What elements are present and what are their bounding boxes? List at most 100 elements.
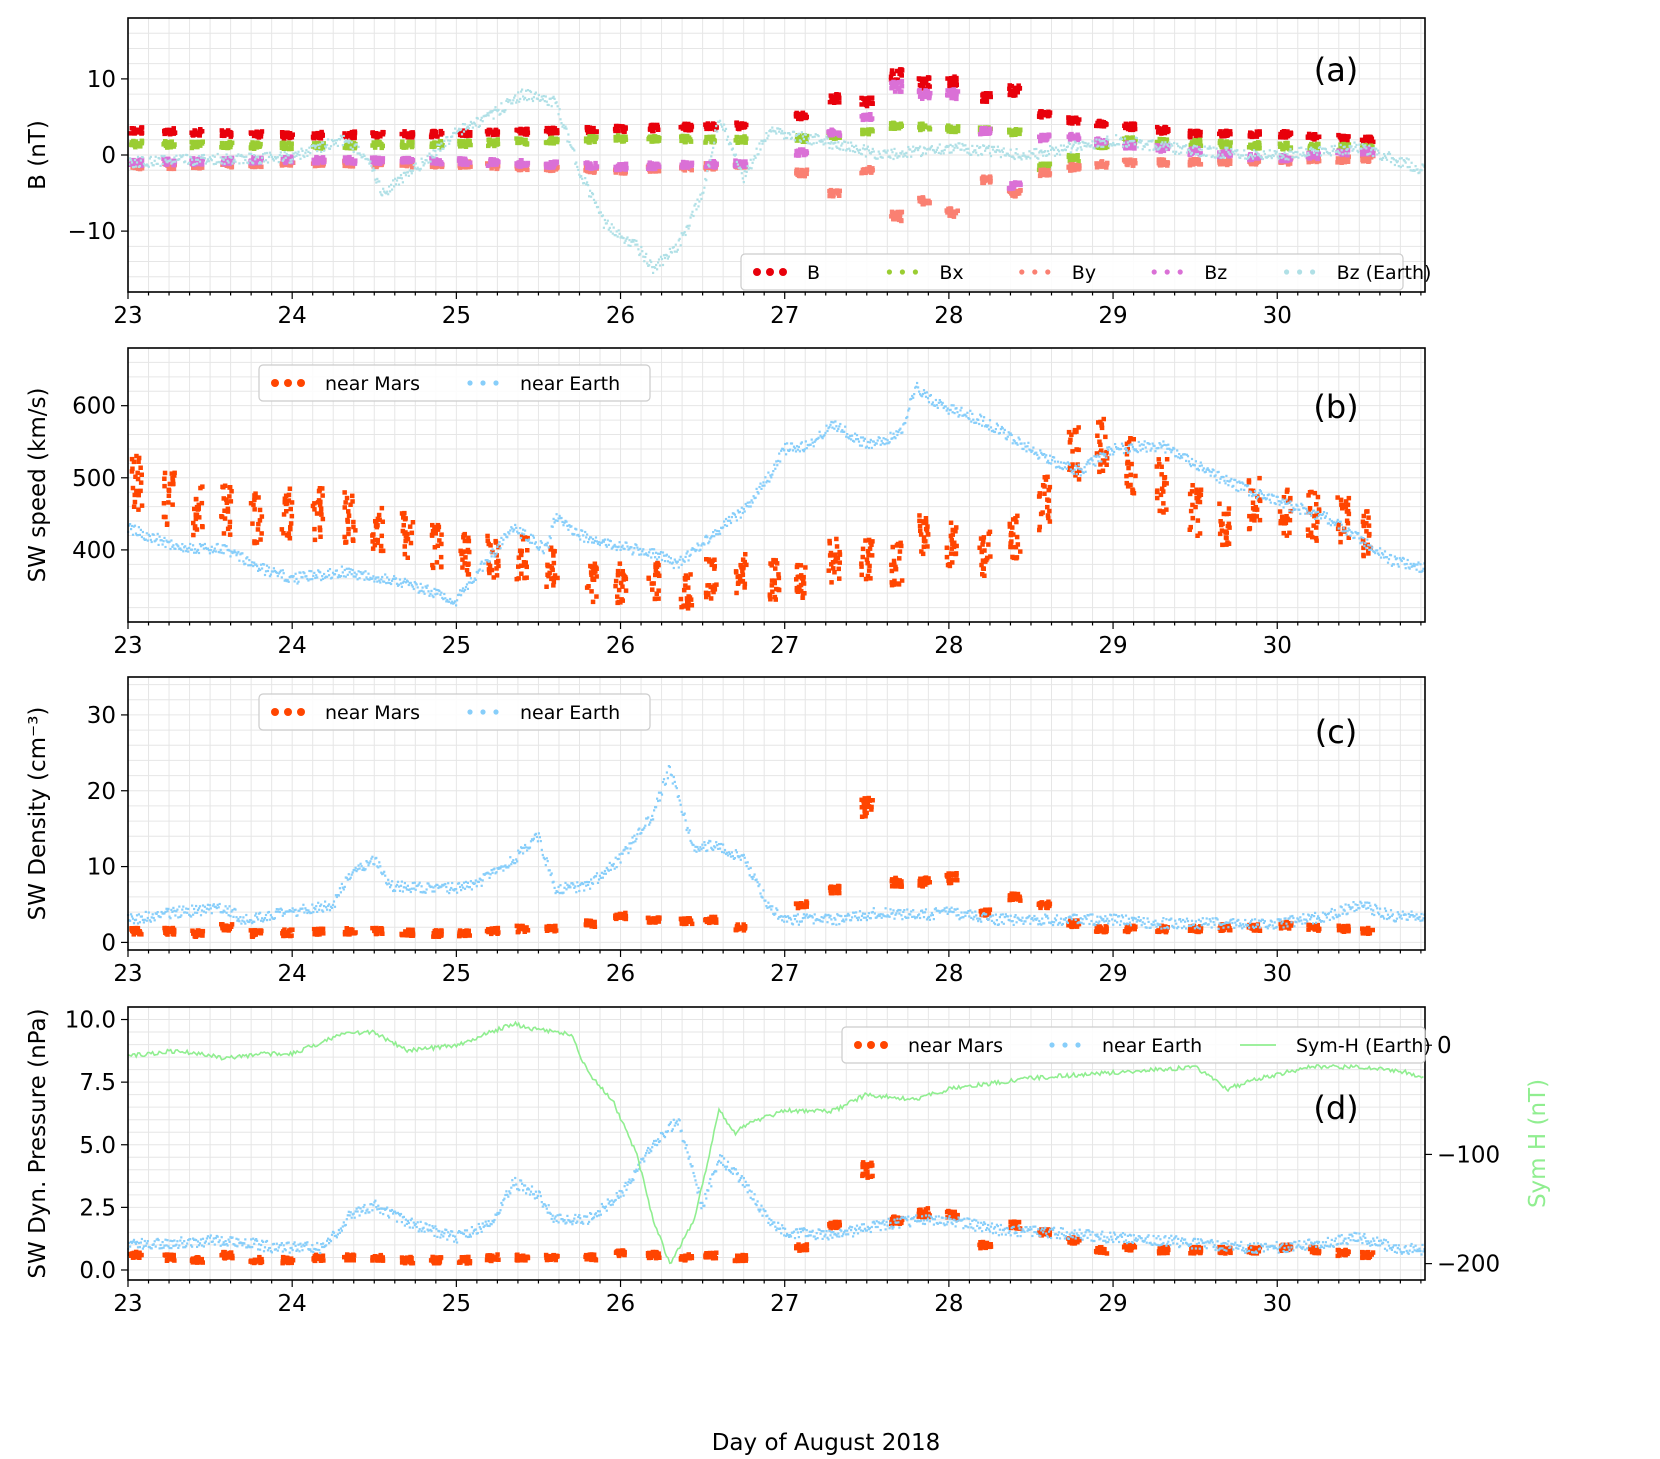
- data-point: [602, 226, 605, 229]
- data-point: [470, 122, 473, 125]
- data-point: [859, 95, 864, 101]
- data-point: [376, 155, 381, 161]
- data-point: [603, 218, 606, 222]
- data-point: [262, 153, 265, 156]
- data-point: [666, 257, 669, 260]
- data-point: [795, 134, 800, 140]
- data-point: [683, 127, 688, 133]
- data-point: [351, 134, 357, 140]
- data-point: [705, 179, 708, 182]
- data-point: [332, 143, 336, 146]
- data-point: [1040, 149, 1043, 152]
- data-point: [1130, 144, 1136, 149]
- data-point: [182, 154, 185, 157]
- data-point: [199, 129, 204, 134]
- data-point: [317, 156, 322, 162]
- data-point: [272, 159, 275, 162]
- data-point: [919, 145, 922, 148]
- data-point: [479, 119, 482, 122]
- data-point: [609, 230, 612, 233]
- data-point: [1225, 132, 1230, 138]
- data-point: [260, 162, 263, 165]
- data-point: [1002, 147, 1005, 150]
- data-point: [910, 155, 913, 158]
- data-point: [551, 96, 554, 99]
- data-point: [1246, 145, 1252, 150]
- data-point: [1194, 153, 1197, 156]
- data-point: [708, 165, 711, 168]
- data-point: [476, 117, 479, 120]
- data-point: [1381, 158, 1384, 161]
- data-point: [520, 90, 523, 93]
- data-point: [362, 153, 365, 156]
- data-point: [211, 154, 214, 157]
- data-point: [836, 132, 842, 138]
- data-point: [945, 76, 950, 81]
- data-point: [254, 158, 257, 161]
- data-point: [611, 232, 614, 235]
- data-point: [440, 144, 445, 150]
- data-point: [287, 154, 290, 157]
- data-point: [264, 159, 268, 162]
- data-point: [318, 146, 321, 149]
- data-point: [1137, 141, 1140, 144]
- data-point: [530, 97, 534, 100]
- data-point: [1161, 141, 1164, 144]
- data-point: [249, 159, 252, 162]
- data-point: [705, 121, 711, 126]
- data-point: [1163, 144, 1168, 149]
- data-point: [1252, 146, 1257, 151]
- data-point: [1194, 133, 1199, 138]
- data-point: [871, 147, 874, 150]
- data-point: [854, 150, 857, 154]
- data-point: [254, 160, 260, 166]
- data-point: [808, 142, 811, 145]
- data-point: [521, 88, 524, 91]
- data-point: [680, 137, 685, 142]
- data-point: [277, 161, 280, 164]
- data-point: [518, 126, 523, 132]
- data-point: [627, 244, 630, 247]
- data-point: [387, 193, 390, 196]
- data-point: [1162, 137, 1167, 143]
- data-point: [788, 132, 791, 135]
- data-point: [247, 162, 250, 165]
- data-point: [872, 150, 875, 153]
- data-point: [704, 167, 709, 172]
- data-point: [344, 138, 347, 141]
- data-point: [856, 149, 860, 152]
- data-point: [1038, 138, 1043, 144]
- data-point: [1321, 147, 1325, 150]
- data-point: [132, 143, 138, 148]
- data-point: [1099, 159, 1105, 164]
- data-point: [460, 138, 465, 144]
- data-point: [934, 150, 937, 153]
- data-point: [621, 129, 626, 134]
- data-point: [1013, 193, 1018, 199]
- data-point: [1068, 162, 1073, 167]
- data-point: [972, 151, 975, 154]
- data-point: [831, 147, 834, 150]
- data-point: [1159, 163, 1164, 168]
- data-point: [1380, 157, 1383, 160]
- data-point: [912, 145, 915, 148]
- data-point: [867, 149, 870, 152]
- data-point: [259, 161, 262, 164]
- data-point: [949, 143, 952, 146]
- data-point: [921, 153, 924, 157]
- data-point: [569, 144, 572, 147]
- data-point: [863, 170, 868, 176]
- data-point: [829, 189, 835, 194]
- data-point: [314, 145, 320, 151]
- data-point: [1058, 153, 1062, 156]
- data-point: [1085, 145, 1088, 148]
- data-point: [333, 139, 337, 142]
- data-point: [764, 139, 767, 143]
- data-point: [1057, 150, 1061, 153]
- data-point: [519, 97, 522, 100]
- data-point: [215, 161, 218, 164]
- data-point: [1373, 146, 1376, 150]
- data-point: [1148, 149, 1151, 152]
- data-point: [522, 95, 525, 98]
- data-point: [907, 145, 910, 149]
